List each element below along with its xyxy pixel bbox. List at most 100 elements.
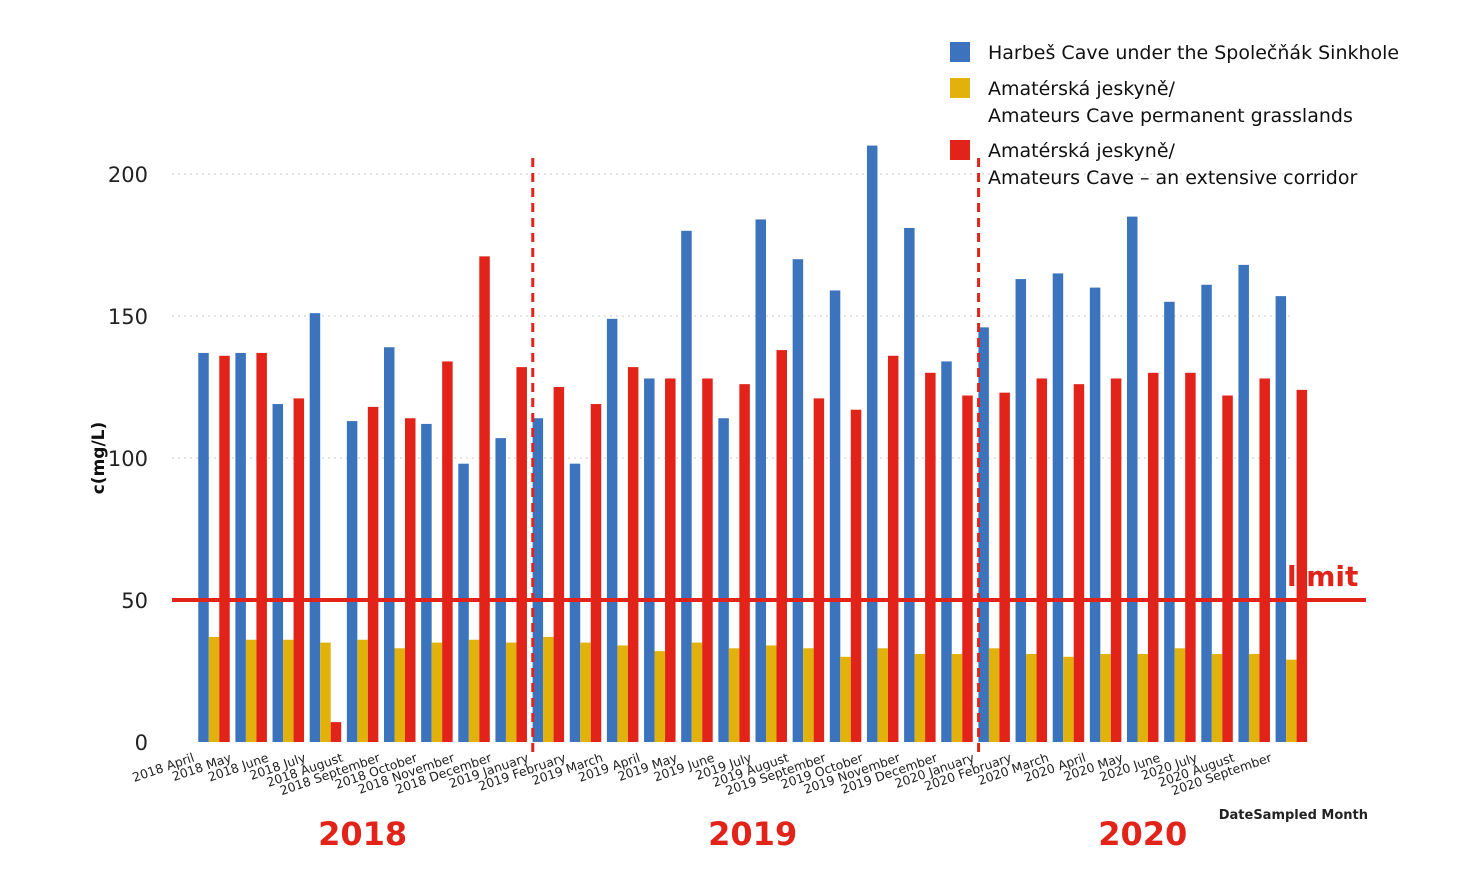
bar-amateurs-corridor	[516, 367, 527, 742]
y-tick-label: 50	[121, 589, 148, 613]
bar-amateurs-corridor	[367, 406, 379, 742]
bar-amateurs-grass	[320, 642, 331, 742]
bars	[198, 145, 1308, 743]
bar-amateurs-grass	[431, 642, 443, 742]
bar-amateurs-grass	[617, 645, 628, 742]
bar-amateurs-corridor	[813, 398, 825, 742]
bar-harbes	[1127, 216, 1138, 743]
bar-amateurs-grass	[394, 648, 405, 742]
bar-amateurs-corridor	[219, 355, 230, 742]
y-tick-label: 100	[108, 447, 148, 471]
bar-amateurs-grass	[208, 636, 220, 742]
bar-amateurs-grass	[543, 636, 554, 742]
legend-swatch	[950, 78, 970, 98]
y-tick-label: 200	[108, 163, 148, 187]
bar-amateurs-corridor	[999, 392, 1010, 742]
bar-amateurs-grass	[654, 651, 666, 742]
bar-amateurs-corridor	[1148, 372, 1159, 742]
bar-amateurs-grass	[766, 645, 777, 742]
bar-amateurs-grass	[728, 648, 740, 742]
bar-harbes	[1015, 279, 1027, 742]
bar-harbes	[1089, 287, 1101, 742]
bar-amateurs-corridor	[442, 361, 453, 742]
bar-harbes	[272, 404, 284, 742]
bar-amateurs-corridor	[405, 418, 416, 742]
bar-amateurs-corridor	[256, 352, 267, 742]
bar-amateurs-corridor	[739, 384, 750, 742]
bar-amateurs-grass	[580, 642, 591, 742]
bar-harbes	[309, 313, 321, 742]
bar-amateurs-corridor	[627, 367, 639, 742]
bar-amateurs-grass	[468, 639, 480, 742]
bar-amateurs-grass	[1211, 653, 1223, 742]
legend-label: Amatérská jeskyně/	[988, 78, 1176, 100]
bar-amateurs-grass	[1026, 653, 1037, 742]
bar-harbes	[421, 423, 432, 742]
bar-harbes	[718, 418, 729, 742]
x-axis-label: DateSampled Month	[1219, 808, 1368, 823]
bar-harbes	[792, 259, 804, 742]
bar-harbes	[532, 418, 544, 742]
bar-amateurs-corridor	[1073, 384, 1085, 742]
bar-harbes	[495, 438, 506, 742]
bar-amateurs-grass	[988, 648, 1000, 742]
bar-harbes	[1238, 264, 1249, 742]
bar-harbes	[198, 352, 209, 742]
bar-harbes	[644, 378, 655, 742]
bar-amateurs-corridor	[925, 372, 936, 742]
bar-amateurs-corridor	[330, 722, 342, 742]
bar-amateurs-corridor	[962, 395, 973, 742]
legend: Harbeš Cave under the Společňák Sinkhole…	[950, 42, 1399, 189]
bar-amateurs-grass	[803, 648, 814, 742]
y-axis-ticks: 0 50 100 150 200	[108, 163, 148, 755]
bar-harbes	[681, 230, 692, 743]
bar-harbes	[569, 463, 581, 742]
bar-harbes	[941, 361, 952, 742]
legend-swatch	[950, 140, 970, 160]
bar-harbes	[978, 327, 989, 742]
bar-amateurs-corridor	[665, 378, 676, 742]
legend-label: Harbeš Cave under the Společňák Sinkhole	[988, 42, 1399, 64]
gridlines	[172, 173, 1290, 601]
bar-amateurs-grass	[1248, 653, 1260, 742]
bar-amateurs-grass	[914, 653, 926, 742]
bar-amateurs-grass	[877, 648, 888, 742]
y-tick-label: 150	[108, 305, 148, 329]
bar-harbes	[829, 290, 841, 742]
bar-amateurs-corridor	[1259, 378, 1270, 742]
bar-harbes	[346, 421, 358, 742]
bar-amateurs-grass	[1174, 648, 1186, 742]
bar-amateurs-corridor	[1036, 378, 1048, 742]
bar-harbes	[1275, 296, 1287, 742]
legend-swatch	[950, 42, 970, 62]
bar-amateurs-corridor	[293, 398, 305, 742]
year-label: 2019	[708, 815, 797, 853]
year-label: 2020	[1098, 815, 1187, 853]
bar-harbes	[755, 219, 766, 742]
bar-amateurs-corridor	[1296, 389, 1308, 742]
legend-label: Amateurs Cave permanent grasslands	[988, 105, 1353, 127]
bar-amateurs-corridor	[1222, 395, 1233, 742]
annotations: limit 2018 2019 2020	[172, 158, 1366, 853]
y-tick-label: 0	[135, 731, 148, 755]
bar-amateurs-grass	[505, 642, 517, 742]
bar-harbes	[1052, 273, 1064, 742]
bar-amateurs-corridor	[553, 387, 565, 742]
bar-amateurs-grass	[1286, 659, 1297, 742]
bar-amateurs-corridor	[1110, 378, 1122, 742]
bar-amateurs-corridor	[850, 409, 862, 742]
bar-harbes	[606, 318, 618, 742]
limit-label: limit	[1287, 560, 1358, 593]
bar-harbes	[866, 145, 878, 743]
bar-amateurs-grass	[283, 639, 294, 742]
bar-amateurs-grass	[1063, 656, 1074, 742]
year-label: 2018	[318, 815, 407, 853]
legend-label: Amateurs Cave – an extensive corridor	[988, 167, 1357, 189]
bar-amateurs-corridor	[702, 378, 713, 742]
bar-amateurs-grass	[1137, 653, 1148, 742]
bar-amateurs-corridor	[479, 256, 490, 742]
bar-amateurs-grass	[357, 639, 368, 742]
bar-harbes	[235, 352, 246, 742]
